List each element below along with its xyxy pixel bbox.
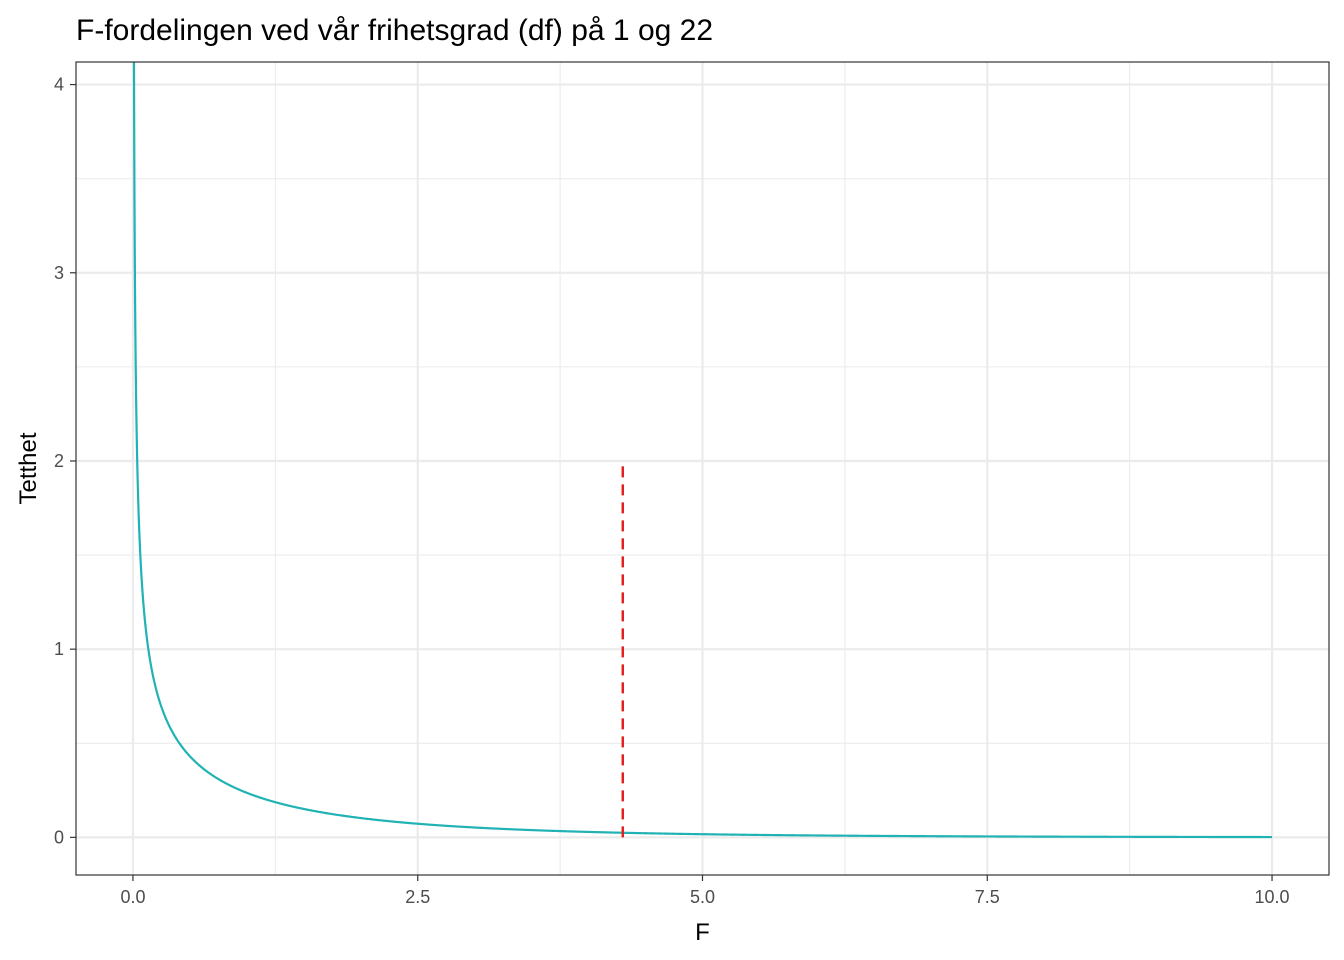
y-tick-label: 0 <box>54 827 64 847</box>
chart-title: F-fordelingen ved vår frihetsgrad (df) p… <box>76 14 713 47</box>
x-tick-label: 10.0 <box>1255 887 1290 907</box>
x-tick-label: 7.5 <box>975 887 1000 907</box>
y-tick-label: 2 <box>54 451 64 471</box>
x-tick-label: 5.0 <box>690 887 715 907</box>
grid <box>76 62 1329 875</box>
density-curve <box>132 62 1273 839</box>
plot-data <box>132 62 1273 839</box>
y-axis-title: Tetthet <box>15 432 42 504</box>
x-tick-label: 0.0 <box>120 887 145 907</box>
axes: 0.0 2.5 5.0 7.5 10.0 0 1 2 3 4 <box>54 75 1290 907</box>
x-tick-label: 2.5 <box>405 887 430 907</box>
y-tick-label: 3 <box>54 263 64 283</box>
y-tick-label: 1 <box>54 639 64 659</box>
y-tick-label: 4 <box>54 75 64 95</box>
x-axis-title: F <box>695 919 710 946</box>
